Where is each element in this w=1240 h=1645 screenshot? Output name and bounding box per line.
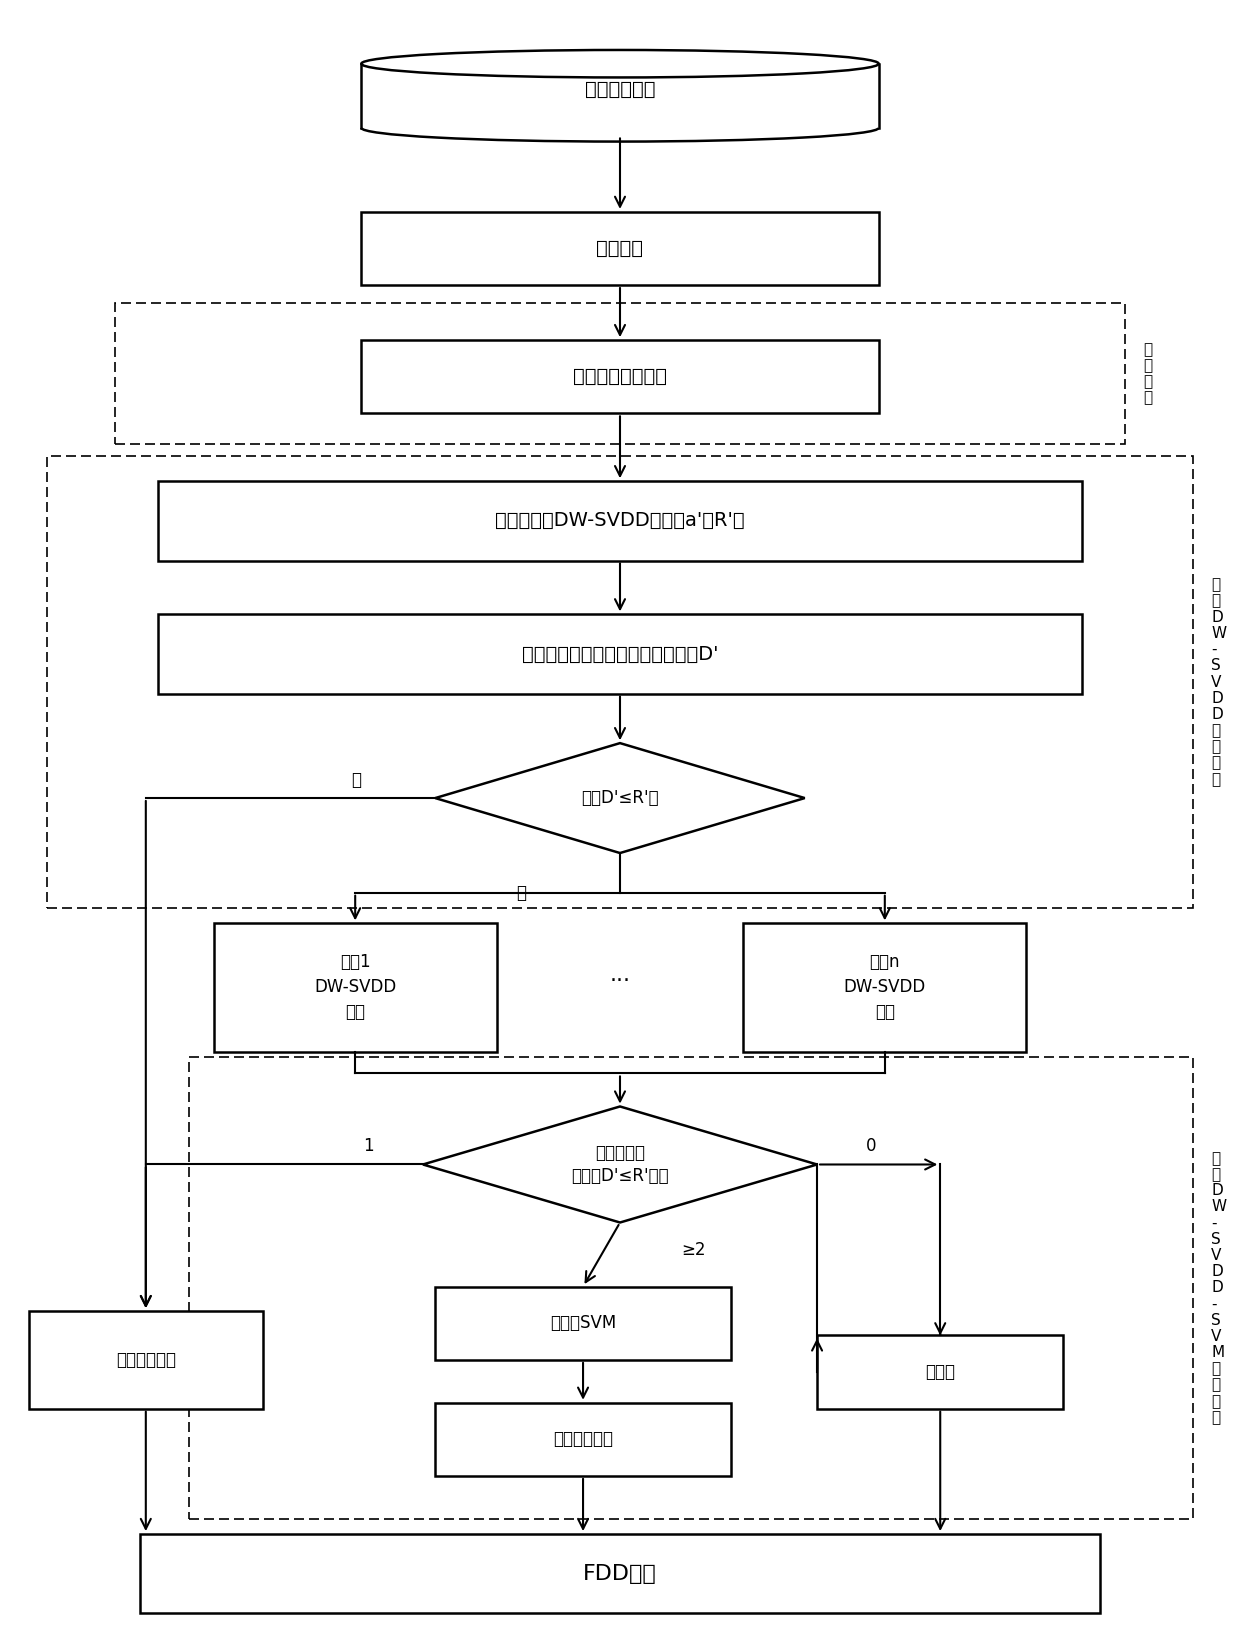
Bar bbox=[188, 1058, 1193, 1518]
Text: 数
据
处
理: 数 据 处 理 bbox=[1143, 342, 1153, 405]
Text: 0: 0 bbox=[867, 1137, 877, 1155]
Bar bbox=[435, 1286, 730, 1360]
Bar bbox=[361, 64, 879, 128]
Text: FDD报告: FDD报告 bbox=[583, 1564, 657, 1584]
Text: 接受D'≤R'？: 接受D'≤R'？ bbox=[582, 790, 658, 808]
Bar bbox=[29, 1311, 263, 1408]
Text: 新故障: 新故障 bbox=[925, 1364, 955, 1382]
Text: 全故障SVM: 全故障SVM bbox=[549, 1314, 616, 1332]
Text: ≥2: ≥2 bbox=[682, 1240, 706, 1258]
Bar bbox=[361, 212, 879, 285]
Ellipse shape bbox=[361, 49, 879, 77]
Bar bbox=[435, 1403, 730, 1476]
Bar bbox=[140, 1533, 1100, 1614]
Text: 故障1
DW-SVDD
模型: 故障1 DW-SVDD 模型 bbox=[314, 954, 397, 1022]
Bar bbox=[213, 923, 497, 1051]
Bar bbox=[817, 1336, 1064, 1408]
Bar bbox=[743, 923, 1027, 1051]
Text: 特征选择及标准化: 特征选择及标准化 bbox=[573, 367, 667, 387]
Text: 实时测量数据: 实时测量数据 bbox=[585, 81, 655, 99]
Bar bbox=[47, 456, 1193, 908]
Text: 稳态检测: 稳态检测 bbox=[596, 239, 644, 258]
Text: 1: 1 bbox=[363, 1137, 373, 1155]
Bar bbox=[115, 303, 1125, 444]
Text: 是: 是 bbox=[351, 772, 361, 788]
Text: ···: ··· bbox=[610, 971, 630, 992]
Text: 基
于
D
W
-
S
V
D
D
故
障
检
测: 基 于 D W - S V D D 故 障 检 测 bbox=[1211, 577, 1226, 786]
Bar bbox=[159, 614, 1081, 694]
Text: 确诊故障类型: 确诊故障类型 bbox=[553, 1430, 613, 1448]
Bar bbox=[159, 480, 1081, 561]
Text: 机组正常运行: 机组正常运行 bbox=[115, 1351, 176, 1369]
Polygon shape bbox=[423, 1107, 817, 1222]
Text: 基
于
D
W
-
S
V
D
D
-
S
V
M
故
障
诊
断: 基 于 D W - S V D D - S V M 故 障 诊 断 bbox=[1211, 1152, 1226, 1425]
Text: 否: 否 bbox=[517, 883, 527, 901]
Bar bbox=[361, 341, 879, 413]
Text: 接受的模型
数量（D'≤R'）？: 接受的模型 数量（D'≤R'）？ bbox=[572, 1143, 668, 1186]
Text: 无故障运行DW-SVDD模型（a'，R'）: 无故障运行DW-SVDD模型（a'，R'） bbox=[495, 512, 745, 530]
Text: 计算实测数据到超球体中心的距离D': 计算实测数据到超球体中心的距离D' bbox=[522, 645, 718, 663]
Text: 故障n
DW-SVDD
模型: 故障n DW-SVDD 模型 bbox=[843, 954, 926, 1022]
Polygon shape bbox=[435, 744, 805, 854]
